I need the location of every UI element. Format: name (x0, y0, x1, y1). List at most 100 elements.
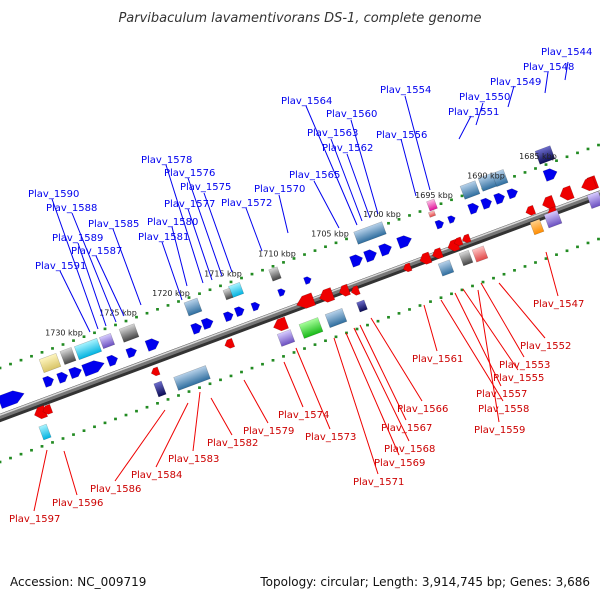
gene-label-forward[interactable]: Plav_1570 (254, 184, 305, 195)
gene-label-forward[interactable]: Plav_1581 (138, 232, 189, 243)
gene-label-reverse[interactable]: Plav_1584 (131, 470, 182, 481)
gene-arrow-forward[interactable] (378, 242, 393, 257)
gene-label-reverse[interactable]: Plav_1574 (278, 410, 329, 421)
gene-arrow-forward[interactable] (144, 337, 161, 352)
gene-arrow-forward[interactable] (506, 187, 520, 200)
gene-block-reverse[interactable] (38, 423, 52, 441)
gene-block-reverse[interactable] (324, 307, 348, 329)
gene-label-forward[interactable]: Plav_1585 (88, 219, 139, 230)
gene-label-reverse[interactable]: Plav_1597 (9, 514, 60, 525)
gene-label-reverse[interactable]: Plav_1568 (384, 444, 435, 455)
gene-label-reverse[interactable]: Plav_1559 (474, 425, 525, 436)
gene-arrow-forward[interactable] (349, 253, 364, 268)
gene-arrow-reverse[interactable] (223, 337, 236, 350)
gene-label-forward[interactable]: Plav_1548 (523, 62, 574, 73)
gene-label-reverse[interactable]: Plav_1569 (374, 458, 425, 469)
gene-arrow-reverse[interactable] (558, 185, 575, 203)
gene-label-forward[interactable]: Plav_1580 (147, 217, 198, 228)
gene-arrow-reverse[interactable] (402, 262, 413, 273)
gene-arrow-forward[interactable] (303, 275, 312, 285)
gene-arrow-reverse[interactable] (317, 287, 336, 304)
gene-arrow-reverse[interactable] (41, 403, 54, 416)
gene-label-forward[interactable]: Plav_1578 (141, 155, 192, 166)
gene-label-reverse[interactable]: Plav_1547 (533, 299, 584, 310)
gene-block-forward[interactable] (38, 352, 62, 374)
gene-arrow-reverse[interactable] (337, 283, 351, 298)
gene-label-forward[interactable]: Plav_1562 (322, 143, 373, 154)
gene-label-forward[interactable]: Plav_1554 (380, 85, 431, 96)
gene-arrow-forward[interactable] (200, 316, 215, 330)
gene-label-reverse[interactable]: Plav_1553 (499, 360, 550, 371)
gene-block-forward[interactable] (426, 198, 438, 212)
gene-label-reverse[interactable]: Plav_1596 (52, 498, 103, 509)
gene-block-forward[interactable] (534, 145, 556, 165)
gene-arrow-forward[interactable] (106, 354, 120, 367)
gene-label-forward[interactable]: Plav_1590 (28, 189, 79, 200)
gene-block-forward[interactable] (353, 221, 387, 245)
gene-arrow-reverse[interactable] (418, 251, 433, 266)
gene-arrow-reverse[interactable] (461, 233, 472, 244)
gene-block-reverse[interactable] (298, 317, 324, 339)
gene-arrow-forward[interactable] (542, 167, 559, 182)
gene-arrow-reverse[interactable] (579, 176, 597, 193)
gene-arrow-reverse[interactable] (350, 285, 361, 296)
gene-label-forward[interactable]: Plav_1556 (376, 130, 427, 141)
gene-arrow-forward[interactable] (68, 365, 84, 380)
gene-arrow-forward[interactable] (222, 310, 235, 323)
gene-arrow-forward[interactable] (467, 202, 481, 215)
gene-arrow-forward[interactable] (125, 346, 139, 359)
gene-arrow-reverse[interactable] (294, 292, 317, 311)
gene-arrow-forward[interactable] (396, 233, 414, 249)
gene-arrow-forward[interactable] (42, 375, 56, 388)
gene-block-forward[interactable] (59, 347, 77, 365)
gene-label-forward[interactable]: Plav_1563 (307, 128, 358, 139)
gene-label-reverse[interactable]: Plav_1567 (381, 423, 432, 434)
gene-block-forward[interactable] (427, 210, 437, 218)
gene-block-forward[interactable] (222, 287, 234, 301)
gene-block-reverse[interactable] (586, 191, 600, 209)
gene-label-reverse[interactable]: Plav_1582 (207, 438, 258, 449)
gene-label-forward[interactable]: Plav_1572 (221, 198, 272, 209)
gene-label-forward[interactable]: Plav_1549 (490, 77, 541, 88)
gene-label-forward[interactable]: Plav_1589 (52, 233, 103, 244)
gene-arrow-forward[interactable] (190, 322, 204, 335)
gene-arrow-forward[interactable] (480, 197, 494, 210)
gene-label-reverse[interactable]: Plav_1583 (168, 454, 219, 465)
gene-label-reverse[interactable]: Plav_1557 (476, 389, 527, 400)
gene-arrow-reverse[interactable] (150, 366, 161, 377)
gene-block-reverse[interactable] (543, 209, 563, 229)
gene-label-reverse[interactable]: Plav_1552 (520, 341, 571, 352)
gene-label-forward[interactable]: Plav_1544 (541, 47, 592, 58)
gene-label-reverse[interactable]: Plav_1573 (305, 432, 356, 443)
gene-label-reverse[interactable]: Plav_1566 (397, 404, 448, 415)
gene-arrow-forward[interactable] (277, 287, 286, 297)
gene-arrow-forward[interactable] (56, 371, 70, 384)
gene-label-forward[interactable]: Plav_1565 (289, 170, 340, 181)
gene-label-forward[interactable]: Plav_1550 (459, 92, 510, 103)
gene-block-reverse[interactable] (458, 249, 474, 267)
gene-block-forward[interactable] (491, 169, 509, 187)
gene-arrow-forward[interactable] (250, 301, 261, 312)
gene-label-forward[interactable]: Plav_1591 (35, 261, 86, 272)
gene-arrow-forward[interactable] (447, 214, 456, 224)
gene-block-reverse[interactable] (437, 259, 455, 277)
gene-block-forward[interactable] (98, 332, 116, 350)
gene-arrow-forward[interactable] (363, 248, 378, 263)
gene-arrow-forward[interactable] (0, 387, 26, 409)
gene-block-forward[interactable] (73, 337, 103, 361)
gene-arrow-forward[interactable] (493, 192, 507, 205)
gene-label-forward[interactable]: Plav_1576 (164, 168, 215, 179)
gene-block-reverse[interactable] (529, 218, 545, 236)
gene-arrow-reverse[interactable] (540, 194, 557, 210)
gene-arrow-reverse[interactable] (431, 247, 444, 261)
gene-block-forward[interactable] (459, 180, 481, 200)
gene-label-reverse[interactable]: Plav_1579 (243, 426, 294, 437)
gene-block-forward[interactable] (118, 323, 140, 343)
gene-label-forward[interactable]: Plav_1564 (281, 96, 332, 107)
gene-label-forward[interactable]: Plav_1588 (46, 203, 97, 214)
gene-arrow-forward[interactable] (81, 358, 107, 377)
gene-arrow-forward[interactable] (434, 219, 445, 230)
gene-block-reverse[interactable] (471, 245, 489, 263)
gene-block-reverse[interactable] (356, 299, 368, 313)
gene-label-reverse[interactable]: Plav_1571 (353, 477, 404, 488)
